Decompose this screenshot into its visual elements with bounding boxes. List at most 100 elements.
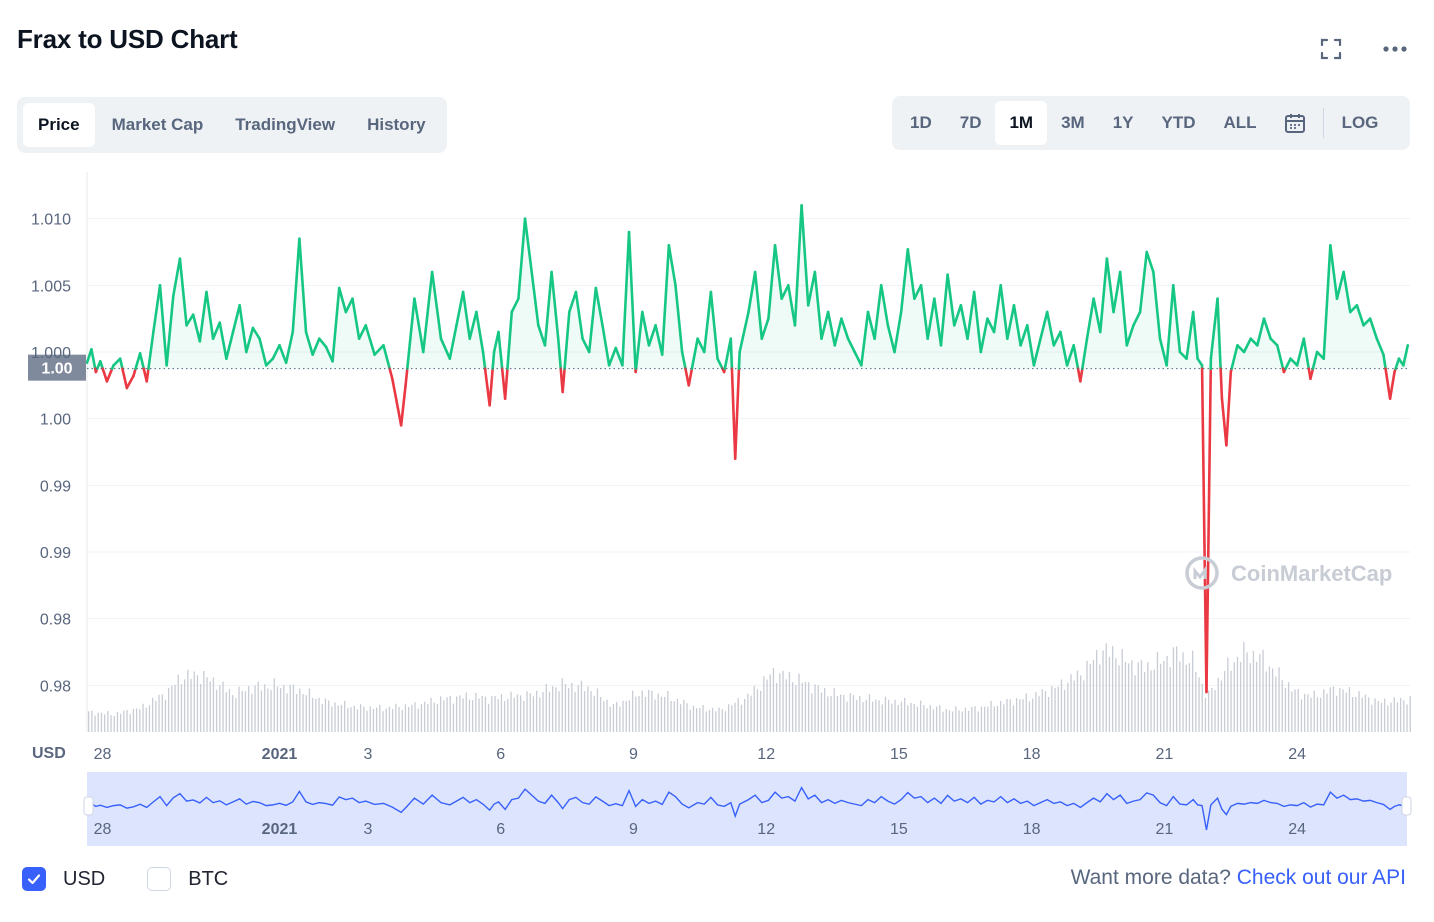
price-segment [298,237,308,334]
price-segment [601,324,611,367]
volume-bar [577,685,579,732]
price-segment [654,324,664,356]
volume-bar [145,707,147,732]
volume-bar [107,711,109,732]
volume-bar [862,702,864,732]
fullscreen-icon[interactable] [1316,34,1346,64]
volume-bar [1070,674,1072,732]
price-chart[interactable]: 1.00 CoinMarketCap 1.0101.0051.0001.000.… [0,160,1434,860]
price-segment [660,244,671,356]
price-segment [1289,357,1299,367]
volume-bar [1080,675,1082,732]
range-1m[interactable]: 1M [995,101,1048,145]
price-segment [1152,270,1162,340]
price-segment [933,297,943,347]
price-segment [391,377,403,427]
volume-bar [1076,670,1079,732]
tab-price[interactable]: Price [23,103,95,147]
range-7d[interactable]: 7D [959,113,982,132]
price-segment [404,367,409,387]
range-1d[interactable]: 1D [910,113,932,132]
price-segment [125,374,135,390]
chart-toolbar-icons [1316,34,1410,64]
price-segment [105,367,114,383]
price-segment [430,270,443,340]
volume-bar [1355,696,1357,732]
price-segment [165,294,175,367]
price-segment [760,317,770,340]
price-segment [587,286,598,354]
tab-tradingview[interactable]: TradingView [235,115,336,134]
btc-checkbox[interactable] [147,867,172,891]
price-segment [1295,337,1306,367]
volume-bar [184,679,186,732]
volume-bar [401,709,403,732]
price-segment [1165,284,1175,367]
price-segment [178,257,188,327]
log-scale-toggle[interactable]: LOG [1341,113,1379,132]
volume-bar [478,698,480,732]
price-segment [1200,367,1208,694]
api-link[interactable]: Check out our API [1236,866,1406,889]
volume-bar [104,714,106,732]
volume-bar [1140,660,1143,732]
x-tick-label: 28 [94,746,112,763]
volume-bar [318,697,320,732]
volume-bar [692,705,695,732]
volume-bar [1003,704,1005,732]
price-segment [1242,337,1253,354]
price-segment [1275,344,1285,370]
price-segment [1072,344,1080,370]
price-segment [1145,250,1155,274]
navigator-handle-right[interactable] [1401,796,1412,816]
price-segment [561,367,566,394]
chart-title: Frax to USD Chart [17,24,238,54]
volume-bar [475,692,477,732]
navigator-handle-left[interactable] [83,796,94,816]
volume-bar [798,673,800,732]
price-segment [225,330,235,360]
volume-bar [1038,696,1040,732]
volume-bar [1345,692,1347,732]
volume-bar [168,687,170,732]
volume-bar [222,681,224,732]
tab-market-cap[interactable]: Market Cap [111,115,204,134]
volume-bar [1284,687,1287,732]
tab-history[interactable]: History [367,115,426,134]
price-segment [800,204,810,307]
btc-label: BTC [188,867,229,890]
chart-grid [86,172,1410,732]
volume-bar [433,702,435,732]
range-1y[interactable]: 1Y [1112,113,1134,132]
calendar-icon[interactable] [1273,101,1317,145]
volume-bar [750,695,752,732]
price-segment [906,248,916,300]
more-icon[interactable] [1380,34,1410,64]
range-ytd[interactable]: YTD [1161,113,1196,132]
y-tick-label: 1.000 [31,345,71,362]
price-segment [1355,304,1365,327]
volume-bar [296,694,298,732]
price-segment [780,284,790,300]
volume-bar [459,695,461,732]
x-tick-label: 21 [1156,746,1174,763]
volume-bar [1192,650,1194,732]
price-segment [1394,357,1401,370]
price-segment [475,310,485,354]
volume-bar [193,671,195,732]
price-segment [121,367,129,390]
price-segment [231,304,241,334]
volume-bar [1112,646,1114,732]
volume-bar [580,680,583,732]
volume-bar [1201,683,1203,732]
volume-bar [379,704,381,732]
range-3m[interactable]: 3M [1061,113,1085,132]
price-segment [1025,324,1036,367]
price-segment [351,297,361,340]
range-all[interactable]: ALL [1223,113,1257,132]
navigator-selection [87,772,1407,846]
usd-checkbox[interactable] [22,867,46,891]
volume-bar [507,698,509,732]
volume-bar [772,667,775,732]
price-segment [702,290,713,354]
